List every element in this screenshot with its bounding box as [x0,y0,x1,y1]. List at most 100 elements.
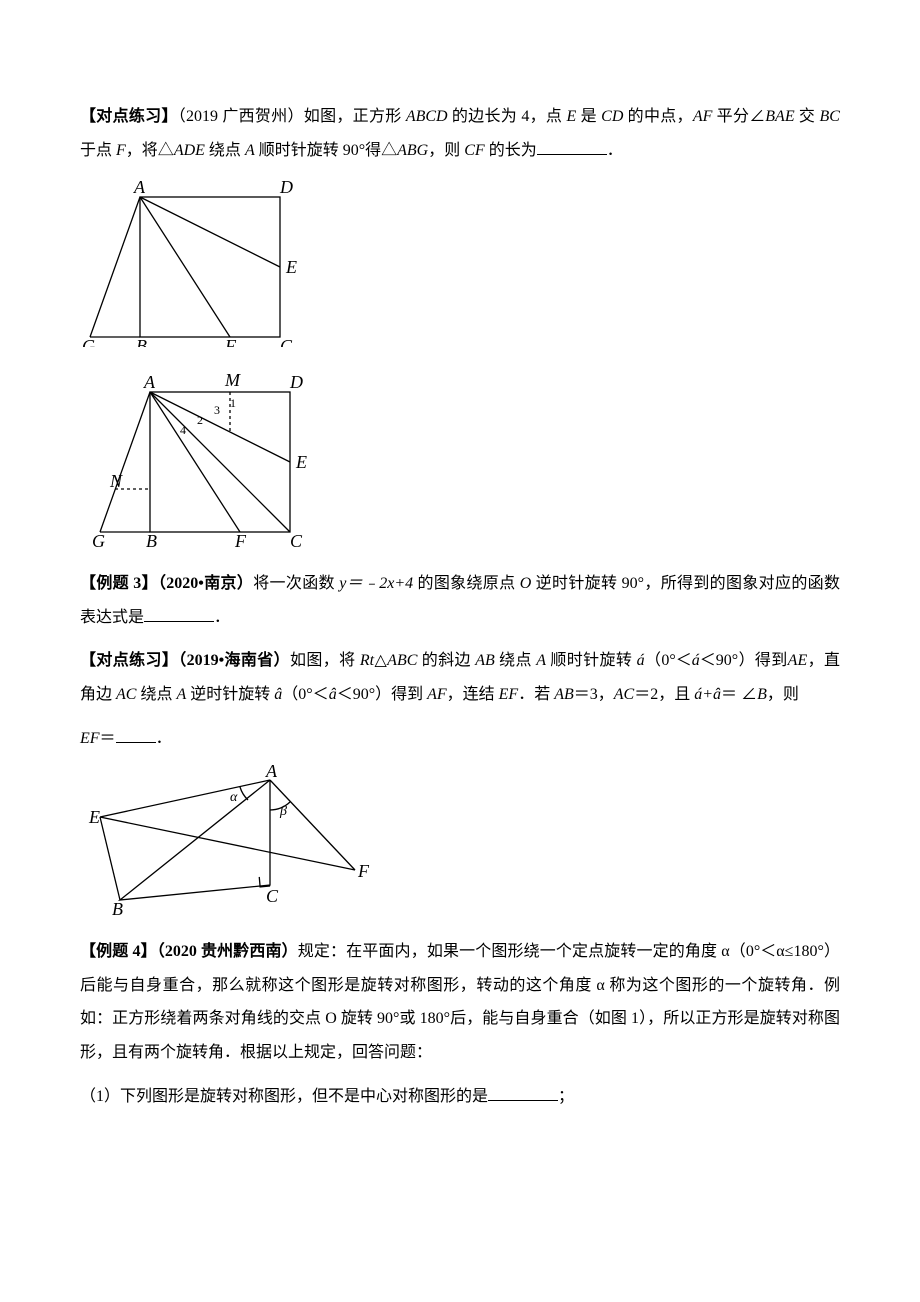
text: 如图，将 [290,652,360,669]
text: ＝ ∠ [721,686,757,703]
label-E: E [295,452,307,472]
text: ，则 [767,686,799,703]
n3: 3 [214,403,220,417]
text: 顺时针旋转 90°得△ [255,142,397,159]
label-A: A [143,372,156,392]
label-B: B [136,336,147,347]
text: 于点 [80,142,116,159]
text: （2019 广西贺州）如图，正方形 [178,108,406,125]
sym: AF [693,108,713,125]
text: 的长为 [485,142,537,159]
text: ． [156,730,172,747]
sym: AC [116,686,136,703]
label-D: D [289,372,303,392]
sym: ABCD [406,108,448,125]
label-N: N [109,471,123,491]
n2: 2 [197,413,203,427]
src: （2020 贵州黔西南） [157,943,298,960]
text: 逆时针旋转 [186,686,274,703]
text: 平分∠ [712,108,765,125]
sym: á [637,652,645,669]
sym: A [176,686,186,703]
label-F: F [234,531,247,547]
figure-3: A E B C F α β [80,765,840,915]
label-M: M [224,370,241,390]
text: ，连结 [447,686,499,703]
label-D: D [279,177,293,197]
text: ＜90°）得到 [700,652,788,669]
text: 的斜边 [417,652,475,669]
text: 规定：在平面内，如果一个图形绕一个定点旋转一定的角度 α（0°＜α≤180°）后… [80,943,840,1061]
sym: CF [464,142,484,159]
sym: ADE [174,142,205,159]
example-3: 【例题 3】（2020•南京）将一次函数 y＝﹣2x+4 的图象绕原点 O 逆时… [80,567,840,634]
problem-practice-2: 【对点练习】（2019•海南省）如图，将 Rt△ABC 的斜边 AB 绕点 A … [80,644,840,711]
text: 将一次函数 [253,575,339,592]
label-B: B [112,899,123,915]
text: （0°＜ [645,652,692,669]
n4: 4 [180,423,186,437]
text: 的图象绕原点 [413,575,520,592]
figure-1: A D E C F B G [80,177,840,347]
text: 是 [576,108,601,125]
label-C: C [280,336,293,347]
label-G: G [82,336,95,347]
sym: EF [499,686,519,703]
label-F: F [224,336,237,347]
label-C: C [266,886,279,906]
sym: B [757,686,767,703]
src: （2019•海南省） [178,652,290,669]
text: ，则 [428,142,464,159]
sym: AE [788,652,808,669]
text: ； [558,1088,574,1105]
example-4: 【例题 4】（2020 贵州黔西南）规定：在平面内，如果一个图形绕一个定点旋转一… [80,935,840,1069]
text: 绕点 [205,142,245,159]
label-beta: β [279,804,287,819]
text: ＝2，且 [634,686,694,703]
sym: F [116,142,126,159]
text: ． [607,142,623,159]
text: ，将△ [126,142,174,159]
tri: △ [374,652,387,669]
label-E: E [285,257,297,277]
text: 的边长为 4，点 [448,108,567,125]
blank [488,1084,558,1101]
sym: AB [475,652,495,669]
label-F: F [357,861,370,881]
text: ＜90°）得到 [337,686,427,703]
label-E: E [88,807,100,827]
text: （0°＜ [282,686,328,703]
sym: á+â [694,686,721,703]
label-B: B [146,531,157,547]
text: 绕点 [136,686,176,703]
text: 交 [795,108,820,125]
label-A: A [133,177,146,197]
text: 绕点 [495,652,536,669]
src: （2020•南京） [158,575,253,592]
text: ＝3， [574,686,614,703]
text: （1）下列图形是旋转对称图形，但不是中心对称图形的是 [80,1088,488,1105]
sym: E [567,108,577,125]
tag: 【对点练习】 [80,652,178,669]
label-A: A [265,765,278,781]
label-G: G [92,531,105,547]
tag: 【对点练习】 [80,108,178,125]
n1: 1 [230,396,236,410]
sym: AC [614,686,634,703]
text: 的中点， [623,108,692,125]
sym: ABC [387,652,417,669]
blank [144,605,214,622]
tag: 【例题 3】 [80,575,158,592]
eq: ＝ [100,730,116,747]
problem-practice-2-line2: EF＝． [80,722,840,756]
sym: ABG [397,142,428,159]
blank [116,726,156,743]
sym: A [245,142,255,159]
sym: Rt [360,652,374,669]
sym: BAE [765,108,794,125]
sym: á [692,652,700,669]
eq: y＝﹣2x+4 [339,575,413,592]
text: ． [214,609,230,626]
label-alpha: α [230,790,238,805]
label-C: C [290,531,303,547]
